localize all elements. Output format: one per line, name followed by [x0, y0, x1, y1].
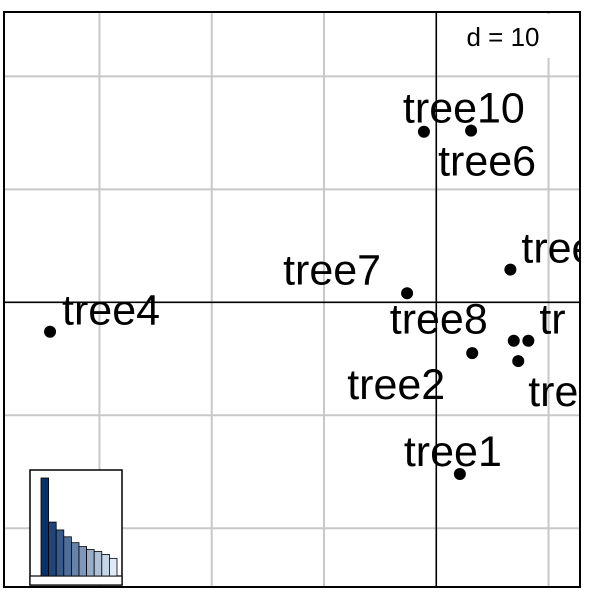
- eigen-baseline-strip: [29, 575, 123, 586]
- point-label-tree6: tree6: [438, 138, 536, 186]
- point-tree6: [465, 124, 478, 137]
- eigen-bar: [71, 542, 80, 577]
- plot-frame: [3, 11, 581, 588]
- eigen-bar: [55, 529, 65, 577]
- eigen-bar: [109, 557, 118, 577]
- point-tree: [504, 263, 517, 276]
- eigen-bar: [40, 477, 49, 577]
- point-tr: [522, 334, 535, 347]
- points-layer: [44, 124, 535, 481]
- point-label-tree10: tree10: [403, 85, 525, 133]
- point-label-tree8: tree8: [390, 296, 488, 344]
- scale-label-background: [450, 14, 550, 58]
- point-label-tre: tre: [528, 368, 578, 416]
- point-tree1: [453, 468, 466, 481]
- point-label-tree: tree: [521, 225, 595, 273]
- point-label-tr: tr: [539, 296, 565, 344]
- eigen-bar: [63, 536, 72, 577]
- point-label-tree4: tree4: [62, 287, 160, 335]
- scale-label: d = 10: [466, 22, 539, 52]
- point-label-tree1: tree1: [404, 428, 502, 476]
- labels-layer: tree10 tree6 tree7 tree4 tree tree8 tr tree2 tre…: [62, 85, 595, 476]
- point-tree2: [466, 347, 479, 360]
- eigen-bar: [48, 521, 57, 577]
- eigen-bar: [93, 551, 103, 577]
- eigen-bar: [86, 549, 95, 577]
- origin-axes: [4, 12, 580, 587]
- point-label-tree2: tree2: [347, 361, 445, 409]
- eigen-bar: [78, 546, 87, 577]
- eigen-bar: [101, 554, 110, 577]
- point-tre: [512, 355, 525, 368]
- eigenvalue-inset: [29, 469, 123, 586]
- point-tree10: [417, 125, 430, 138]
- point-tree8: [507, 334, 520, 347]
- point-tree7: [401, 287, 414, 300]
- point-label-tree7: tree7: [283, 246, 381, 294]
- point-tree4: [44, 325, 57, 338]
